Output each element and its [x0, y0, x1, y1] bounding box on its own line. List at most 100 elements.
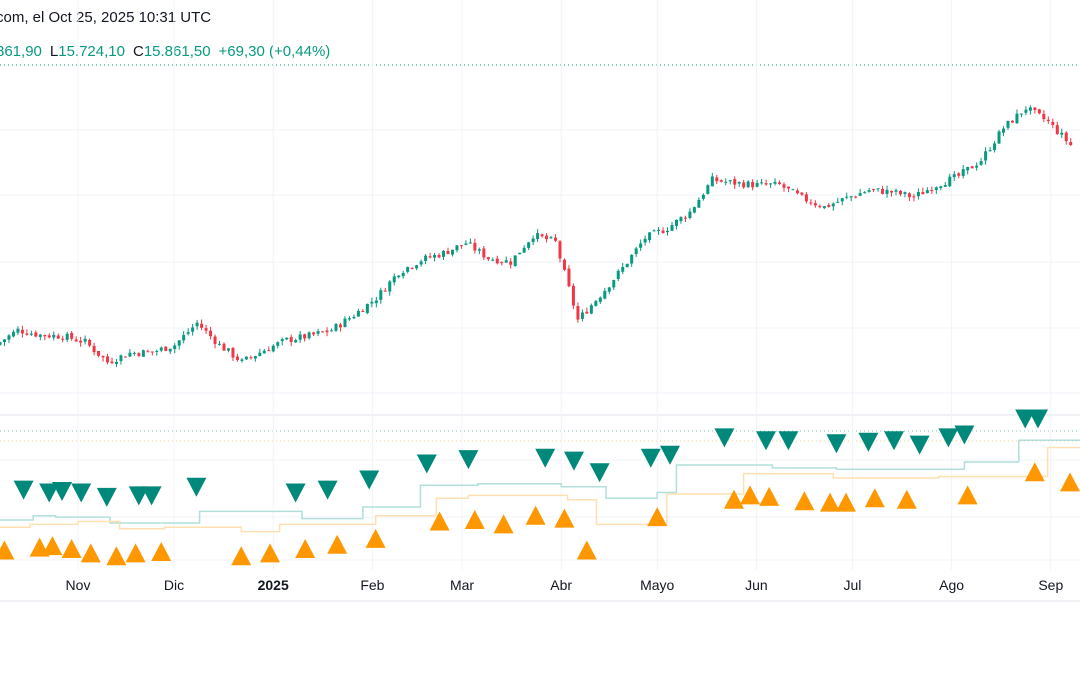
- candle-up: [298, 334, 302, 340]
- candle-up: [191, 327, 195, 332]
- candle-down: [289, 337, 293, 342]
- buy-marker: [864, 488, 885, 508]
- candle-down: [818, 205, 822, 208]
- candle-up: [522, 247, 526, 253]
- candle-down: [1042, 113, 1046, 120]
- candle-up: [975, 165, 979, 168]
- candle-up: [674, 219, 678, 226]
- candle-up: [392, 276, 396, 283]
- sell-marker: [39, 483, 60, 503]
- candle-down: [558, 241, 562, 259]
- candle-up: [468, 242, 472, 244]
- candle-down: [146, 351, 150, 353]
- sell-marker: [909, 435, 930, 455]
- candle-up: [549, 237, 553, 239]
- candle-down: [209, 330, 213, 337]
- candle-up: [643, 238, 647, 243]
- candle-down: [804, 194, 808, 202]
- change-value: +69,30 (+0,44%): [218, 43, 331, 60]
- candle-down: [854, 196, 858, 198]
- candle-down: [751, 181, 755, 188]
- candle-up: [966, 166, 970, 171]
- candle-up: [119, 355, 123, 362]
- candle-up: [1024, 109, 1028, 113]
- sell-marker: [71, 483, 92, 503]
- candle-up: [65, 333, 69, 340]
- candle-up: [258, 352, 262, 356]
- candle-up: [173, 345, 177, 350]
- buy-marker: [647, 507, 668, 527]
- candle-up: [867, 190, 871, 192]
- candle-down: [110, 361, 114, 364]
- candle-down: [540, 234, 544, 237]
- candle-up: [755, 182, 759, 187]
- candle-up: [177, 340, 181, 346]
- candle-up: [527, 242, 531, 248]
- candle-up: [984, 151, 988, 161]
- sell-marker: [640, 448, 661, 468]
- candle-down: [325, 330, 329, 333]
- candle-down: [101, 355, 105, 358]
- candle-up: [330, 330, 334, 332]
- buy-marker: [493, 514, 514, 534]
- candle-down: [809, 202, 813, 204]
- sell-marker: [458, 450, 479, 470]
- candle-up: [536, 233, 540, 240]
- candle-up: [365, 303, 369, 313]
- buy-marker: [231, 546, 252, 566]
- candle-down: [562, 259, 566, 270]
- buy-marker: [106, 546, 127, 566]
- buy-marker: [794, 491, 815, 511]
- candle-down: [683, 217, 687, 219]
- candle-down: [47, 335, 51, 338]
- candle-up: [419, 261, 423, 265]
- candle-down: [778, 182, 782, 185]
- candle-up: [1015, 113, 1019, 124]
- candle-down: [79, 340, 83, 343]
- candle-up: [603, 290, 607, 299]
- candle-up: [513, 255, 517, 266]
- candle-up: [1060, 132, 1064, 135]
- candle-up: [186, 332, 190, 334]
- candle-up: [226, 348, 230, 351]
- x-tick-label: Sep: [1038, 577, 1063, 593]
- candle-down: [585, 311, 589, 314]
- candle-down: [567, 268, 571, 287]
- candle-down: [715, 177, 719, 182]
- candle-down: [957, 173, 961, 176]
- close-label: C: [132, 43, 144, 60]
- candle-down: [410, 267, 414, 269]
- sell-marker: [858, 432, 879, 452]
- candle-down: [200, 323, 204, 328]
- x-tick-label: Ago: [939, 577, 964, 593]
- candle-up: [504, 260, 508, 263]
- sell-marker: [826, 434, 847, 454]
- candle-down: [881, 188, 885, 194]
- grid: [0, 0, 1080, 602]
- candle-down: [235, 356, 239, 361]
- candle-up: [531, 238, 535, 243]
- candle-down: [164, 346, 168, 351]
- candle-up: [433, 254, 437, 258]
- candle-up: [916, 191, 920, 197]
- candle-down: [312, 332, 316, 335]
- x-tick-label: Feb: [360, 577, 384, 593]
- candle-up: [159, 347, 163, 351]
- candle-up: [83, 338, 87, 342]
- candle-down: [500, 262, 504, 264]
- candle-up: [16, 328, 20, 333]
- buy-marker: [80, 543, 101, 563]
- sell-marker: [186, 477, 207, 497]
- x-tick-label: Dic: [164, 577, 184, 593]
- x-tick-label: Mar: [450, 577, 474, 593]
- candle-down: [249, 357, 253, 359]
- candle-up: [594, 301, 598, 306]
- high-value: 861,90: [0, 43, 42, 60]
- time-axis[interactable]: Nov Dic 2025 Feb Mar Abr Mayo Jun Jul Ago Sep: [66, 577, 1064, 593]
- candle-up: [598, 297, 602, 302]
- candle-up: [934, 187, 938, 190]
- buy-marker: [759, 486, 780, 506]
- candle-up: [769, 183, 773, 185]
- candle-down: [800, 192, 804, 195]
